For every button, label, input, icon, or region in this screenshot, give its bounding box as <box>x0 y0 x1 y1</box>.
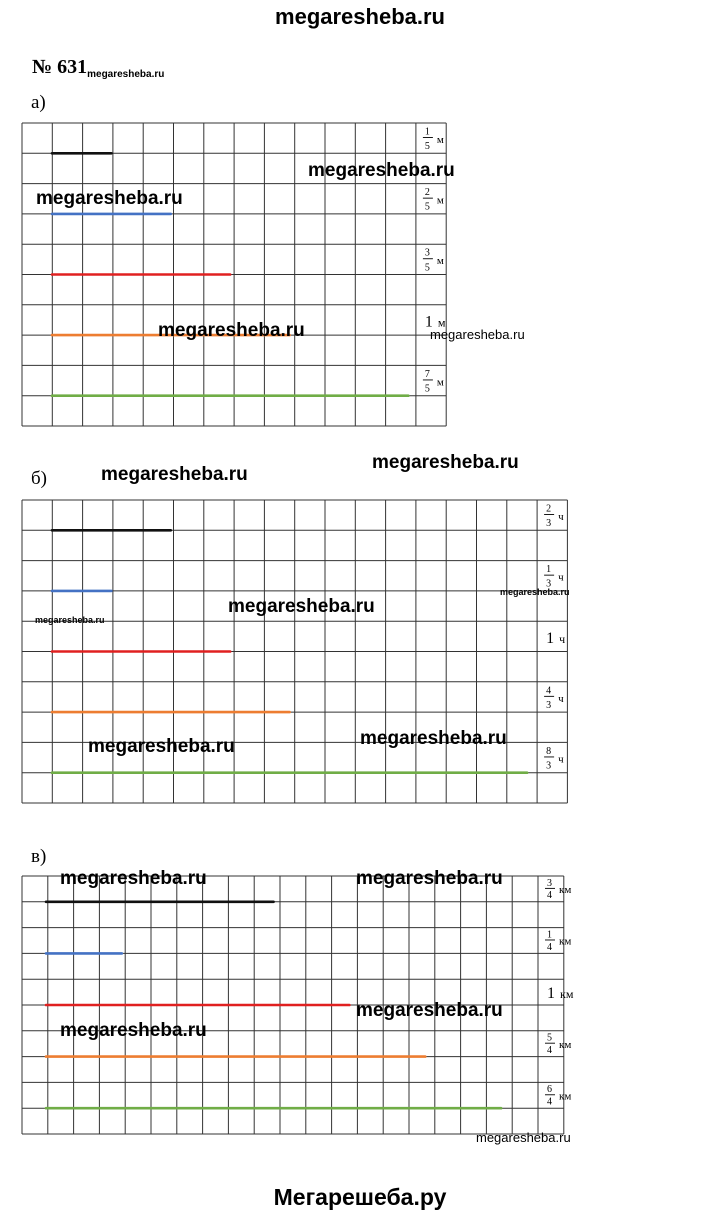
value-whole: 1 <box>547 985 555 1002</box>
value-denominator: 5 <box>425 383 430 394</box>
value-unit: км <box>559 1090 571 1102</box>
part-label-a: а) <box>31 92 46 113</box>
watermark: megaresheba.ru <box>360 728 507 749</box>
value-unit: м <box>437 255 444 267</box>
value-denominator: 5 <box>425 141 430 152</box>
value-numerator: 3 <box>425 248 430 259</box>
value-unit: км <box>560 987 574 1001</box>
footer-title: Мегарешеба.ру <box>273 1184 447 1210</box>
segment-value-label: 6 4 км <box>545 1084 571 1108</box>
watermark: megaresheba.ru <box>158 320 305 341</box>
segment-value-label: 54 км <box>545 1033 571 1056</box>
value-unit: м <box>438 316 446 330</box>
value-numerator: 5 <box>547 1033 552 1044</box>
segment-value-label: 3 5м <box>422 248 444 273</box>
value-numerator: 6 <box>547 1084 552 1095</box>
watermark: megaresheba.ru <box>356 1000 503 1021</box>
segment-value-label: 1 км <box>547 985 574 1002</box>
watermark: megaresheba.ru <box>60 1020 207 1041</box>
watermark: megaresheba.ru <box>228 596 375 617</box>
value-numerator: 2 <box>425 187 430 198</box>
value-numerator: 1 <box>546 564 551 575</box>
watermark: megaresheba.ru <box>101 464 248 485</box>
segment-value-label: 34 км <box>545 878 571 901</box>
value-unit: км <box>559 884 571 896</box>
value-numerator: 2 <box>546 504 551 515</box>
segment-value-label: 1 4 км <box>545 929 571 953</box>
value-denominator: 3 <box>546 518 551 529</box>
watermark: megaresheba.ru <box>36 188 183 209</box>
value-denominator: 4 <box>547 942 552 953</box>
segment-value-label: 2 3ч <box>544 504 564 529</box>
watermark: megaresheba.ru <box>60 868 207 889</box>
segment-value-label: 1 5м <box>422 127 444 152</box>
value-unit: м <box>437 376 444 388</box>
watermark: megaresheba.ru <box>500 587 570 597</box>
value-whole: 1 <box>425 314 433 331</box>
watermark: megaresheba.ru <box>476 1130 571 1145</box>
value-numerator: 4 <box>546 685 551 696</box>
value-denominator: 5 <box>425 202 430 213</box>
problem-number: № 631megaresheba.ru <box>32 56 165 80</box>
watermark: megaresheba.ru <box>35 615 105 625</box>
watermark: megaresheba.ru <box>430 327 525 342</box>
value-numerator: 8 <box>546 746 551 757</box>
site-title: megaresheba.ru <box>275 4 445 29</box>
value-denominator: 4 <box>547 1045 552 1056</box>
watermark: megaresheba.ru <box>372 452 519 473</box>
segment-value-label: 4 3ч <box>544 685 564 711</box>
value-unit: ч <box>558 511 564 523</box>
value-unit: ч <box>558 753 564 765</box>
value-denominator: 3 <box>546 760 551 771</box>
value-denominator: 5 <box>425 262 430 273</box>
watermark: megaresheba.ru <box>356 868 503 889</box>
value-numerator: 1 <box>547 929 552 940</box>
segment-value-label: 2 5м <box>422 187 444 213</box>
value-denominator: 3 <box>546 700 551 711</box>
value-unit: км <box>559 1039 571 1051</box>
value-unit: ч <box>558 693 564 705</box>
part-label-b: б) <box>31 468 47 489</box>
value-unit: м <box>437 195 444 207</box>
problem-watermark: megaresheba.ru <box>87 69 165 80</box>
value-denominator: 4 <box>547 1097 552 1108</box>
segment-value-label: 8 3ч <box>544 746 564 771</box>
value-unit: ч <box>558 572 564 584</box>
value-unit: м <box>437 134 444 146</box>
segment-value-label: 1 3ч <box>544 564 564 590</box>
value-numerator: 3 <box>547 878 552 889</box>
watermark: megaresheba.ru <box>308 160 455 181</box>
value-numerator: 1 <box>425 127 430 138</box>
value-whole: 1 <box>546 630 554 647</box>
value-denominator: 3 <box>546 579 551 590</box>
watermark: megaresheba.ru <box>88 736 235 757</box>
value-unit: ч <box>559 632 565 646</box>
part-label-v: в) <box>31 846 47 867</box>
value-denominator: 4 <box>547 890 552 901</box>
value-unit: км <box>559 936 571 948</box>
value-numerator: 7 <box>425 369 430 380</box>
segment-value-label: 7 5м <box>422 369 444 394</box>
